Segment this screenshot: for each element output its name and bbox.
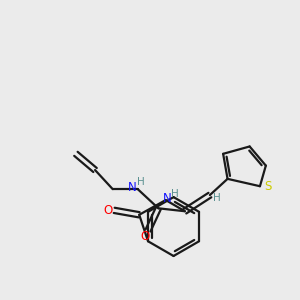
Text: H: H <box>171 189 178 199</box>
Text: H: H <box>137 177 145 187</box>
Text: S: S <box>265 180 272 193</box>
Text: N: N <box>163 192 172 205</box>
Text: H: H <box>213 193 221 203</box>
Text: O: O <box>140 230 150 243</box>
Text: O: O <box>104 204 113 217</box>
Text: N: N <box>128 181 137 194</box>
